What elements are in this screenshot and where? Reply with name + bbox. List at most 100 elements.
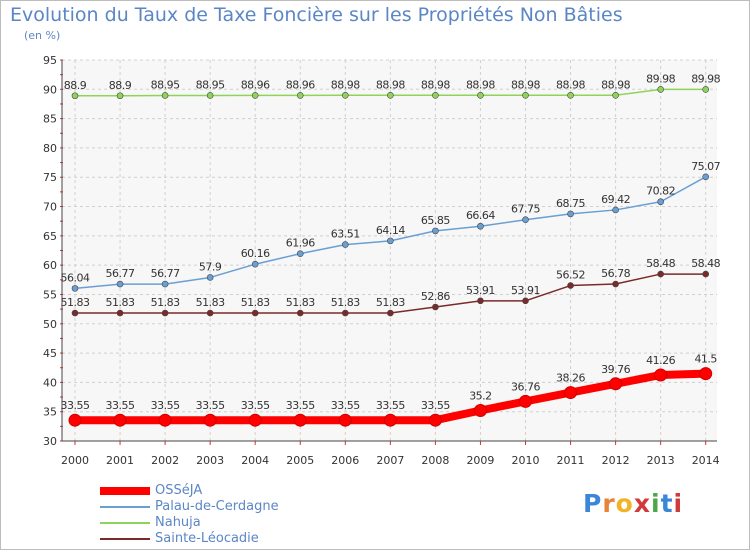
data-label: 61.96	[286, 237, 315, 250]
y-tick-label: 45	[43, 347, 57, 360]
data-label: 88.98	[556, 78, 585, 91]
data-label: 33.55	[376, 399, 405, 412]
data-label: 88.9	[109, 79, 132, 92]
data-label: 51.83	[376, 296, 405, 309]
plot-background	[62, 60, 717, 441]
data-point	[477, 91, 484, 99]
data-point	[387, 309, 394, 317]
data-point	[522, 297, 529, 305]
y-tick-label: 95	[43, 54, 57, 67]
data-point	[432, 91, 439, 99]
data-label: 35.2	[469, 390, 492, 403]
data-point	[567, 91, 574, 99]
data-point	[251, 92, 259, 99]
data-point	[71, 285, 79, 292]
data-point	[432, 303, 439, 311]
x-tick-label: 2005	[286, 454, 314, 467]
data-point	[383, 413, 397, 427]
data-point	[473, 404, 487, 418]
data-label: 88.96	[241, 78, 270, 91]
y-tick-label: 80	[43, 142, 57, 155]
legend-label: Nahuja	[155, 515, 201, 530]
x-tick-label: 2001	[106, 454, 134, 467]
y-tick-label: 50	[43, 318, 57, 331]
data-label: 88.95	[151, 78, 180, 91]
data-point	[699, 367, 713, 381]
data-label: 52.86	[421, 290, 450, 303]
y-tick-label: 35	[43, 406, 57, 419]
x-tick-label: 2009	[466, 454, 494, 467]
data-point	[116, 309, 124, 317]
data-point	[522, 216, 529, 224]
x-tick-label: 2012	[602, 454, 630, 467]
x-tick-label: 2000	[61, 454, 89, 467]
data-label: 88.98	[466, 78, 495, 91]
data-label: 51.83	[331, 296, 360, 309]
data-label: 33.55	[286, 399, 315, 412]
legend-item: Nahuja	[100, 515, 360, 531]
data-label: 88.95	[196, 78, 225, 91]
data-label: 88.98	[331, 78, 360, 91]
data-label: 33.55	[106, 399, 135, 412]
data-label: 67.75	[511, 203, 540, 216]
data-point	[161, 309, 169, 317]
legend: OSSéJA Palau-de-Cerdagne Nahuja Sainte-Léoc…	[100, 483, 360, 547]
y-tick-label: 55	[43, 288, 57, 301]
data-point	[657, 86, 664, 93]
x-tick-label: 2008	[421, 454, 449, 467]
legend-swatch	[100, 506, 150, 508]
data-label: 58.48	[646, 257, 675, 270]
data-point	[609, 377, 623, 391]
data-label: 53.91	[511, 284, 540, 297]
data-point	[206, 274, 214, 281]
data-point	[341, 309, 349, 317]
data-label: 88.98	[421, 78, 450, 91]
data-label: 70.82	[646, 185, 675, 198]
y-tick-label: 40	[43, 376, 57, 389]
data-point	[338, 413, 352, 427]
data-label: 51.83	[196, 296, 225, 309]
data-label: 63.51	[331, 228, 360, 241]
data-label: 88.98	[376, 78, 405, 91]
y-tick-label: 30	[43, 435, 57, 448]
proxiti-logo: Proxiti	[583, 489, 683, 518]
x-tick-label: 2013	[647, 454, 675, 467]
y-tick-label: 85	[43, 113, 57, 126]
data-point	[251, 309, 259, 317]
legend-swatch	[100, 538, 150, 540]
data-point	[702, 270, 710, 278]
data-label: 69.42	[601, 193, 630, 206]
data-label: 60.16	[241, 247, 270, 260]
data-label: 51.83	[106, 296, 135, 309]
data-label: 33.55	[241, 399, 270, 412]
data-point	[68, 413, 82, 427]
data-label: 88.9	[64, 79, 87, 92]
data-point	[71, 92, 79, 100]
data-label: 56.77	[151, 267, 180, 280]
legend-item: OSSéJA	[100, 483, 360, 499]
data-point	[71, 309, 79, 317]
x-tick-label: 2004	[241, 454, 269, 467]
data-label: 88.98	[601, 78, 630, 91]
data-point	[296, 250, 304, 257]
data-label: 89.98	[691, 72, 720, 85]
data-point	[567, 282, 574, 289]
data-point	[612, 280, 619, 288]
data-point	[567, 210, 574, 218]
data-point	[519, 394, 532, 408]
data-label: 51.83	[241, 296, 270, 309]
y-tick-label: 75	[43, 171, 57, 184]
data-label: 64.14	[376, 224, 405, 237]
data-label: 57.9	[199, 260, 222, 273]
legend-label: Sainte-Léocadie	[155, 531, 259, 546]
data-label: 65.85	[421, 214, 450, 227]
data-label: 33.55	[196, 399, 225, 412]
y-tick-label: 60	[43, 259, 57, 272]
x-tick-label: 2010	[512, 454, 540, 467]
data-point	[522, 91, 529, 99]
x-tick-label: 2014	[692, 454, 720, 467]
data-point	[477, 222, 484, 230]
data-label: 88.96	[286, 78, 315, 91]
x-tick-label: 2007	[376, 454, 404, 467]
